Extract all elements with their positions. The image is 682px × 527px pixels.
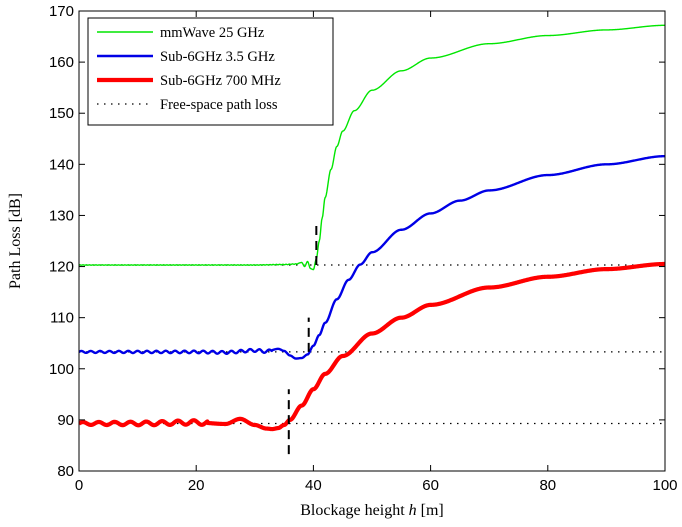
x-tick-label: 40 bbox=[305, 477, 322, 494]
y-tick-label: 100 bbox=[49, 361, 74, 378]
y-tick-label: 140 bbox=[49, 156, 74, 173]
x-axis-unit: [m] bbox=[421, 502, 444, 519]
plot-frame bbox=[78, 10, 666, 472]
x-tick-label: 80 bbox=[539, 477, 556, 494]
x-tick-label: 100 bbox=[652, 477, 677, 494]
marker-lines bbox=[287, 225, 318, 455]
series-line-sub-6ghz-3-5-ghz bbox=[79, 154, 665, 360]
legend-box bbox=[87, 17, 334, 126]
axis-ticks: 0 20 40 60 80 100 80 90 100 110 120 130 140 150 160 170 bbox=[49, 3, 678, 494]
y-tick-label: 80 bbox=[57, 463, 74, 480]
y-tick-label: 120 bbox=[49, 259, 74, 276]
y-tick-label: 110 bbox=[50, 310, 74, 327]
y-axis-label: Path Loss [dB] bbox=[7, 193, 24, 289]
data-lines bbox=[79, 24, 665, 432]
y-tick-label: 170 bbox=[49, 3, 74, 20]
y-tick-label: 130 bbox=[49, 207, 74, 224]
x-axis-variable: h bbox=[409, 502, 417, 519]
series-line-mmwave-25-ghz bbox=[79, 24, 665, 271]
y-tick-label: 90 bbox=[57, 412, 74, 429]
y-tick-label: 150 bbox=[49, 105, 74, 122]
legend-label-free-space-path-loss: Free-space path loss bbox=[160, 97, 278, 113]
x-axis-label-text: Blockage height bbox=[300, 502, 405, 519]
x-tick-label: 0 bbox=[75, 477, 83, 494]
legend-label-sub-6ghz-3-5-ghz: Sub-6GHz 3.5 GHz bbox=[160, 49, 275, 65]
x-tick-label: 20 bbox=[188, 477, 205, 494]
legend-label-mmwave-25-ghz: mmWave 25 GHz bbox=[160, 25, 265, 41]
legend-label-sub-6ghz-700-mhz: Sub-6GHz 700 MHz bbox=[160, 73, 281, 89]
x-tick-label: 60 bbox=[422, 477, 439, 494]
y-tick-label: 160 bbox=[49, 54, 74, 71]
series-line-sub-6ghz-700-mhz bbox=[79, 261, 665, 432]
legend: mmWave 25 GHz Sub-6GHz 3.5 GHz Sub-6GHz 70… bbox=[87, 17, 334, 126]
x-axis-label: Blockage height h [m] bbox=[300, 502, 444, 519]
